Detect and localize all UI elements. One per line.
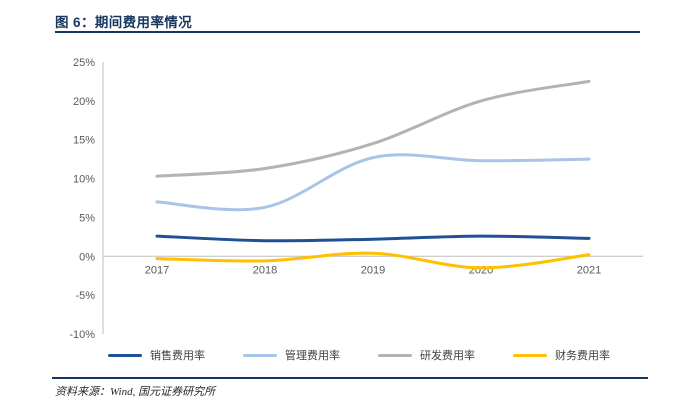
figure-title: 图 6：期间费用率情况 [55, 15, 193, 30]
header-divider [55, 31, 640, 33]
y-tick-label: 20% [73, 96, 95, 108]
y-tick-label: -5% [75, 290, 95, 302]
legend-label: 销售费用率 [150, 350, 205, 362]
sales-expense-line [155, 234, 591, 243]
y-tick-label: 5% [79, 212, 95, 224]
x-tick-label: 2019 [361, 264, 385, 276]
legend-line-marker [378, 353, 412, 357]
y-tick-label: 25% [73, 57, 95, 69]
legend-line-marker [108, 353, 142, 357]
rd-expense-line [155, 79, 591, 178]
legend-item-finance-expense: 财务费用率 [513, 347, 610, 363]
admin-expense-line [155, 153, 591, 212]
y-tick-label: 0% [79, 251, 95, 263]
legend-label: 财务费用率 [555, 350, 610, 362]
legend-item-sales-expense: 销售费用率 [108, 347, 205, 363]
chart-legend: 销售费用率 管理费用率 研发费用率 财务费用率 [20, 347, 698, 363]
y-tick-label: 15% [73, 135, 95, 147]
footer-divider [52, 377, 648, 379]
finance-expense-line [155, 251, 591, 270]
x-tick-label: 2017 [145, 264, 169, 276]
legend-label: 管理费用率 [285, 350, 340, 362]
x-tick-label: 2018 [253, 264, 277, 276]
legend-line-marker [243, 353, 277, 357]
legend-item-rd-expense: 研发费用率 [378, 347, 475, 363]
expense-ratio-line-chart: -10%-5%0%5%10%15%20%25%2017 2018 2019 2020 2… [69, 57, 643, 341]
legend-item-admin-expense: 管理费用率 [243, 347, 340, 363]
x-tick-label: 2021 [577, 264, 601, 276]
legend-label: 研发费用率 [420, 350, 475, 362]
y-tick-label: -10% [69, 329, 95, 341]
source-note: 资料来源：Wind, 国元证券研究所 [55, 386, 216, 398]
legend-line-marker [513, 353, 547, 357]
y-tick-label: 10% [73, 174, 95, 186]
